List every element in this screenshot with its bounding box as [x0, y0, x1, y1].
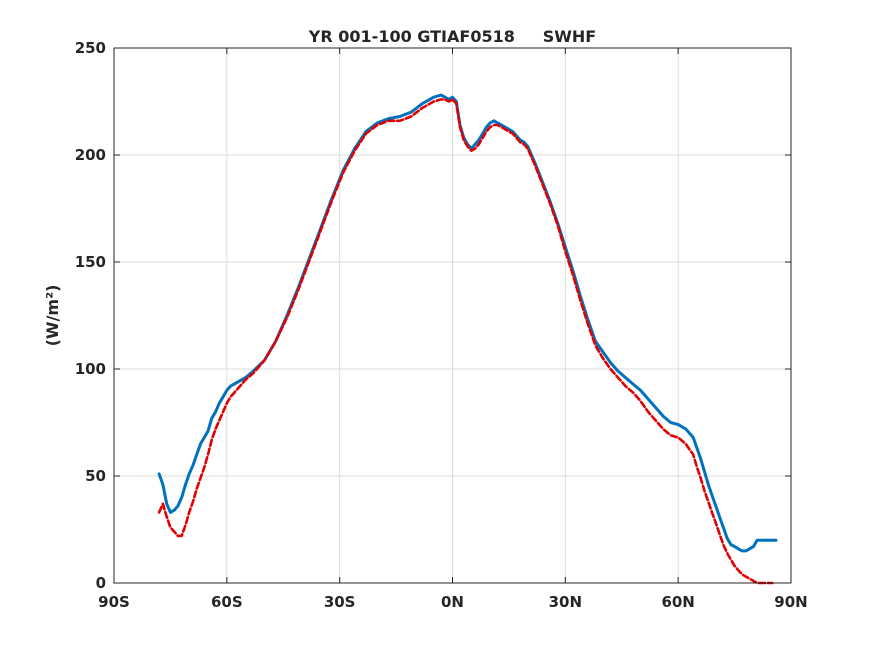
- series-line-1: [157, 93, 778, 553]
- series-layer: [157, 93, 778, 585]
- x-tick-label: 90N: [774, 593, 807, 611]
- series-line-2: [157, 98, 774, 585]
- y-axis-label: (W/m²): [43, 285, 62, 347]
- y-tick-label: 50: [85, 467, 106, 485]
- chart-title: YR 001-100 GTIAF0518 SWHF: [308, 27, 596, 46]
- y-tick-label: 200: [75, 146, 106, 164]
- axis-ticks: 90S 60S 30S 0N 30N 60N 90N 0 50 100 150 200 250: [75, 39, 808, 611]
- x-tick-label: 30S: [324, 593, 356, 611]
- x-tick-label: 60S: [211, 593, 243, 611]
- y-tick-label: 100: [75, 360, 106, 378]
- y-tick-label: 250: [75, 39, 106, 57]
- x-tick-label: 60N: [661, 593, 694, 611]
- x-tick-label: 0N: [441, 593, 464, 611]
- y-tick-label: 150: [75, 253, 106, 271]
- x-tick-label: 30N: [549, 593, 582, 611]
- grid: [114, 48, 791, 583]
- x-tick-label: 90S: [98, 593, 130, 611]
- y-tick-label: 0: [96, 574, 106, 592]
